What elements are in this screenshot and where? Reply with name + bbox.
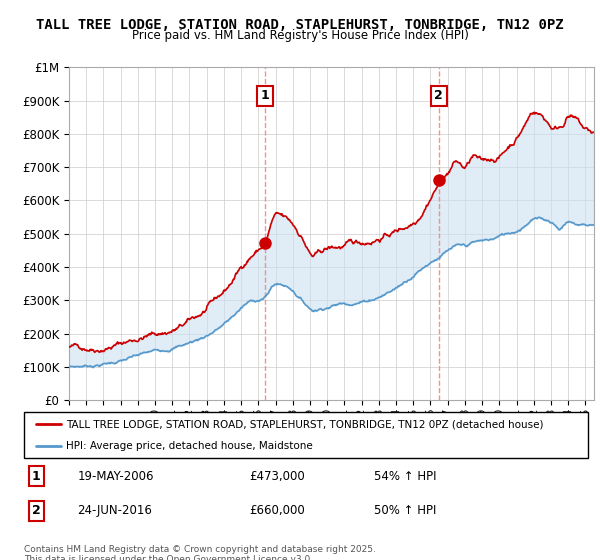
Text: HPI: Average price, detached house, Maidstone: HPI: Average price, detached house, Maid… (66, 441, 313, 451)
Text: £473,000: £473,000 (250, 470, 305, 483)
Text: 50% ↑ HPI: 50% ↑ HPI (374, 504, 436, 517)
Text: TALL TREE LODGE, STATION ROAD, STAPLEHURST, TONBRIDGE, TN12 0PZ: TALL TREE LODGE, STATION ROAD, STAPLEHUR… (36, 18, 564, 32)
Text: 1: 1 (260, 89, 269, 102)
Text: Contains HM Land Registry data © Crown copyright and database right 2025.
This d: Contains HM Land Registry data © Crown c… (24, 545, 376, 560)
Text: 1: 1 (32, 470, 41, 483)
Text: TALL TREE LODGE, STATION ROAD, STAPLEHURST, TONBRIDGE, TN12 0PZ (detached house): TALL TREE LODGE, STATION ROAD, STAPLEHUR… (66, 419, 544, 430)
Text: 19-MAY-2006: 19-MAY-2006 (77, 470, 154, 483)
Text: 2: 2 (434, 89, 443, 102)
Text: 2: 2 (32, 504, 41, 517)
Text: 54% ↑ HPI: 54% ↑ HPI (374, 470, 436, 483)
Text: 24-JUN-2016: 24-JUN-2016 (77, 504, 152, 517)
Text: £660,000: £660,000 (250, 504, 305, 517)
Text: Price paid vs. HM Land Registry's House Price Index (HPI): Price paid vs. HM Land Registry's House … (131, 29, 469, 42)
